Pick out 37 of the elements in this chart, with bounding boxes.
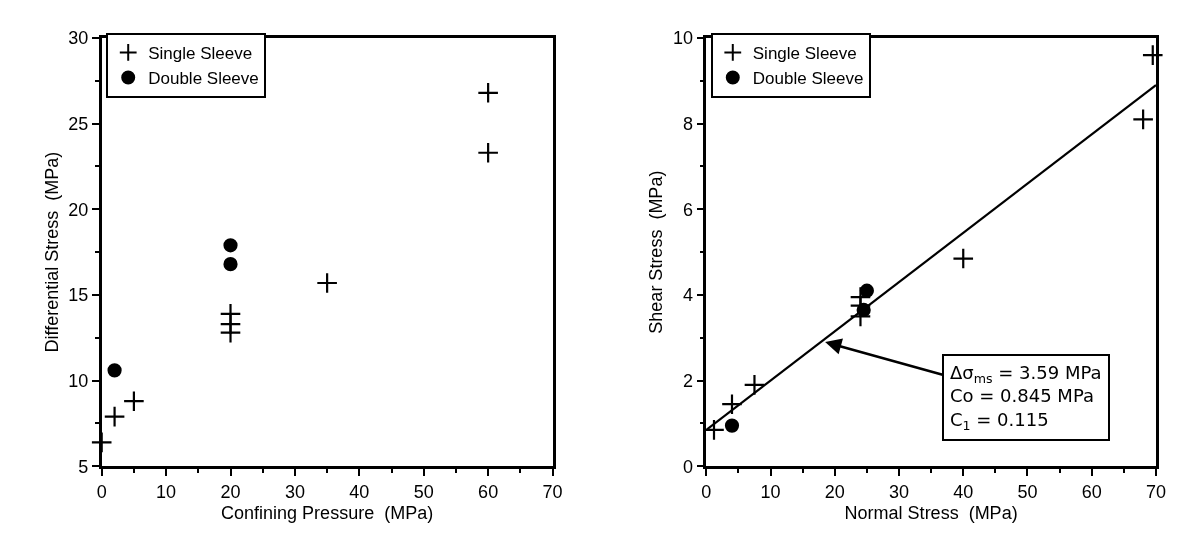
y-tick-label: 15 xyxy=(68,285,89,306)
x-tick-label: 70 xyxy=(1145,481,1166,502)
y-tick-label: 30 xyxy=(68,28,89,49)
x-tick-label: 0 xyxy=(96,481,107,502)
legend-label: Double Sleeve xyxy=(148,69,259,89)
x-tick-label: 70 xyxy=(542,481,563,502)
annotation: Δσ$_{ms}$ = 3.59 MPa Co = 0.845 MPa C$_{1}$ = 0.115 xyxy=(950,362,1102,433)
x-tick-label: 30 xyxy=(284,481,305,502)
x-tick-label: 20 xyxy=(220,481,241,502)
x-axis-title: Confining Pressure (MPa) xyxy=(221,502,434,523)
y-tick-label: 4 xyxy=(682,285,693,306)
legend-label: Double Sleeve xyxy=(752,69,864,89)
legend-label: Single Sleeve xyxy=(752,44,857,64)
x-tick-label: 10 xyxy=(156,481,177,502)
y-tick-label: 6 xyxy=(682,199,693,220)
x-tick-label: 30 xyxy=(888,481,910,502)
x-tick-label: 10 xyxy=(760,481,781,502)
x-tick-label: 0 xyxy=(701,481,712,502)
x-tick-label: 40 xyxy=(953,481,974,502)
x-axis-title: Normal Stress (MPa) xyxy=(844,502,1018,523)
x-tick-label: 50 xyxy=(413,481,434,502)
y-tick-label: 10 xyxy=(68,370,89,391)
x-tick-label: 20 xyxy=(824,481,845,502)
y-tick-label: 25 xyxy=(68,113,89,134)
y-tick-label: 5 xyxy=(78,456,89,477)
x-tick-label: 60 xyxy=(1081,481,1102,502)
x-tick-label: 50 xyxy=(1017,481,1038,502)
y-tick-label: 20 xyxy=(68,199,89,220)
y-tick-label: 2 xyxy=(682,370,693,391)
legend-label: Single Sleeve xyxy=(148,44,253,64)
y-axis-title: Shear Stress (MPa) xyxy=(646,170,667,334)
y-tick-label: 0 xyxy=(682,456,693,477)
y-tick-label: 10 xyxy=(672,28,693,49)
x-tick-label: 60 xyxy=(478,481,499,502)
y-tick-label: 8 xyxy=(682,113,693,134)
y-axis-title: Differential Stress (MPa) xyxy=(41,151,62,353)
x-tick-label: 40 xyxy=(349,481,370,502)
